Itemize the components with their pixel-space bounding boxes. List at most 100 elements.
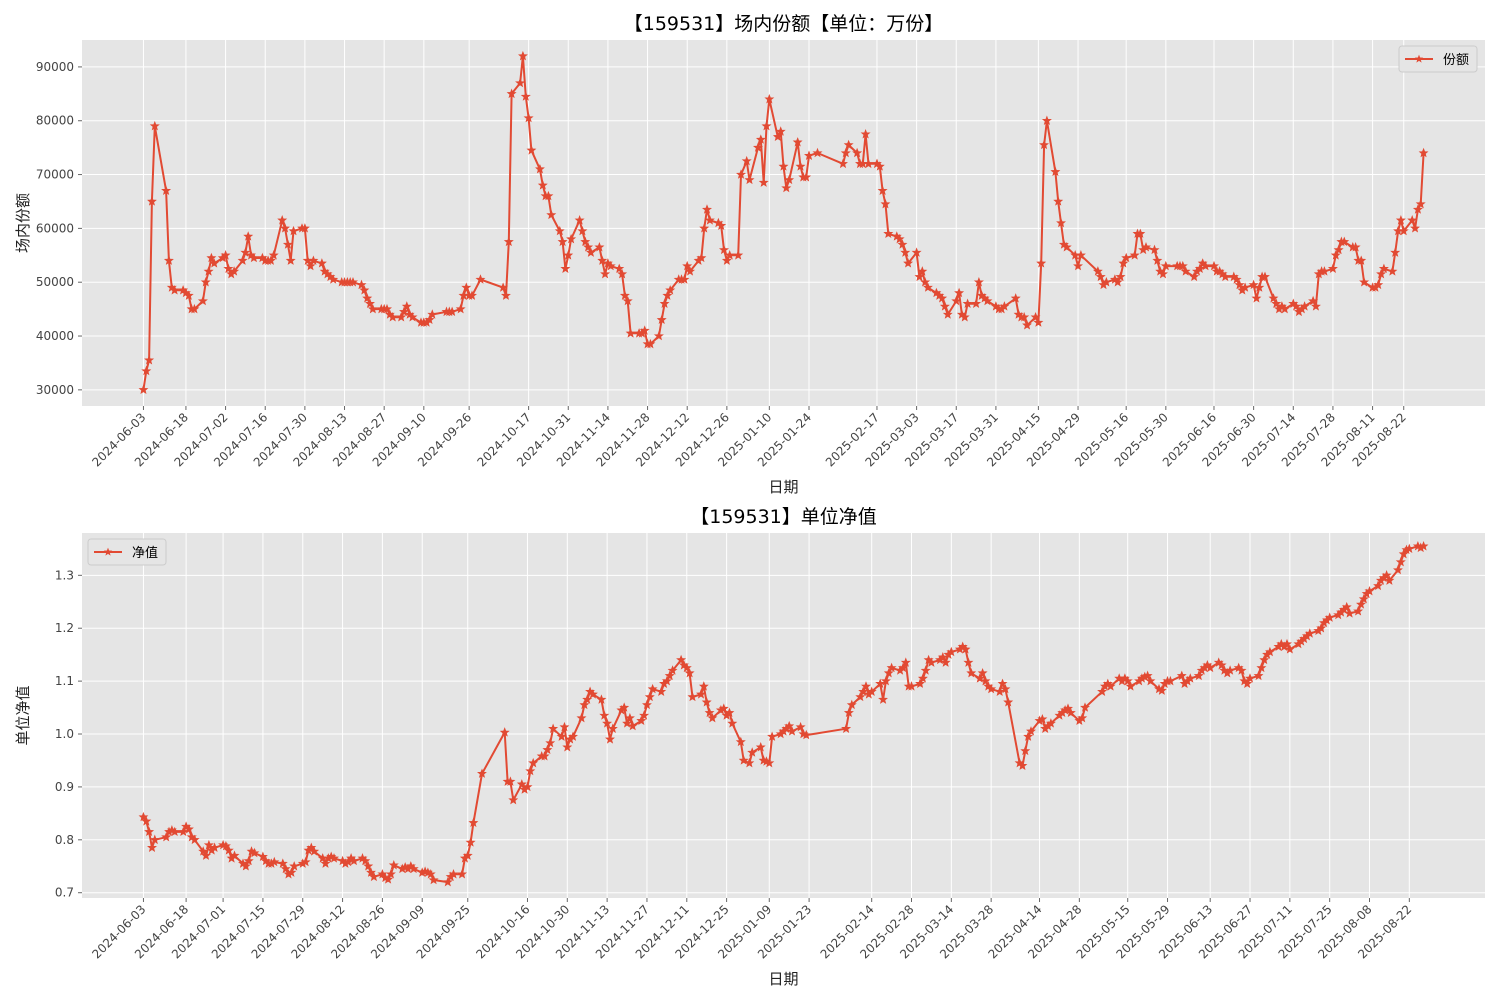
y-tick-label: 1.0: [55, 727, 74, 741]
data-point-marker: [1410, 223, 1420, 233]
data-point-marker: [1023, 731, 1034, 741]
data-point-marker: [203, 266, 214, 276]
data-point-marker: [554, 225, 565, 236]
data-point-marker: [559, 721, 570, 732]
data-point-marker: [724, 707, 735, 718]
data-point-marker: [1050, 166, 1061, 177]
data-point-marker: [1319, 266, 1330, 276]
y-tick-label: 50000: [36, 275, 74, 289]
data-point-marker: [1115, 271, 1126, 282]
data-point-marker: [1045, 718, 1056, 728]
data-point-marker: [962, 298, 973, 308]
data-point-marker: [1234, 279, 1245, 290]
data-point-marker: [653, 330, 664, 341]
data-point-marker: [583, 241, 594, 252]
data-point-marker: [667, 665, 678, 675]
data-point-marker: [764, 93, 775, 104]
data-point-marker: [229, 266, 240, 276]
data-point-marker: [189, 834, 200, 845]
data-point-marker: [305, 260, 316, 271]
data-point-marker: [206, 252, 217, 263]
data-point-marker: [1160, 260, 1171, 271]
legend-box: [1398, 45, 1478, 73]
data-point-marker: [1376, 268, 1387, 279]
data-point-marker: [248, 252, 259, 263]
y-axis-label: 场内份额: [14, 193, 32, 253]
data-point-marker: [755, 741, 766, 752]
data-point-marker: [1284, 644, 1295, 654]
data-point-marker: [886, 662, 897, 673]
data-point-marker: [442, 876, 453, 887]
y-tick-label: 1.3: [55, 568, 74, 582]
y-tick-label: 0.9: [55, 780, 74, 794]
data-point-marker: [1065, 707, 1076, 718]
series-layer: [138, 540, 1429, 887]
data-point-marker: [229, 850, 240, 860]
data-point-marker: [1142, 670, 1153, 681]
data-point-marker: [1393, 564, 1403, 575]
data-point-marker: [741, 155, 752, 166]
data-point-marker: [942, 309, 953, 319]
data-point-marker: [1073, 260, 1083, 271]
data-point-marker: [243, 231, 254, 241]
data-point-marker: [959, 311, 970, 322]
data-point-marker: [401, 301, 412, 311]
y-tick-label: 0.7: [55, 886, 74, 900]
data-point-marker: [520, 91, 531, 101]
data-point-marker: [1194, 263, 1205, 273]
data-point-marker: [363, 861, 374, 871]
data-point-marker: [1418, 147, 1429, 158]
data-point-marker: [645, 338, 656, 349]
data-point-marker: [727, 718, 738, 728]
data-point-marker: [1122, 675, 1133, 686]
data-point-marker: [1308, 295, 1319, 306]
data-point-marker: [1245, 673, 1255, 683]
data-point-marker: [647, 683, 658, 694]
data-point-marker: [937, 293, 948, 303]
data-point-marker: [537, 180, 548, 190]
data-point-marker: [1039, 139, 1049, 150]
data-point-marker: [1364, 585, 1375, 596]
data-point-marker: [699, 223, 710, 233]
data-point-marker: [1390, 247, 1401, 257]
data-point-marker: [664, 670, 675, 681]
data-point-marker: [960, 644, 971, 654]
data-point-marker: [639, 325, 650, 335]
data-point-marker: [877, 185, 888, 195]
data-point-marker: [320, 858, 331, 868]
data-point-marker: [356, 279, 367, 290]
data-point-marker: [792, 137, 803, 147]
data-point-marker: [1231, 274, 1242, 284]
data-point-marker: [875, 678, 886, 688]
data-point-marker: [1118, 258, 1129, 268]
data-point-marker: [144, 826, 155, 837]
data-point-marker: [465, 837, 476, 847]
data-point-marker: [528, 757, 539, 768]
data-point-marker: [163, 255, 174, 265]
data-point-marker: [1105, 681, 1116, 691]
data-point-marker: [784, 720, 795, 731]
data-point-marker: [368, 871, 379, 882]
data-point-marker: [348, 276, 358, 287]
data-point-marker: [1248, 279, 1259, 290]
data-point-marker: [147, 196, 157, 206]
data-point-marker: [687, 691, 698, 702]
data-point-marker: [596, 694, 607, 704]
data-point-marker: [997, 678, 1008, 688]
data-point-marker: [396, 311, 407, 322]
data-point-marker: [982, 295, 993, 306]
data-point-marker: [883, 668, 894, 678]
data-point-marker: [963, 657, 974, 667]
legend-label: 净值: [132, 545, 158, 561]
data-point-marker: [377, 868, 388, 879]
y-tick-label: 80000: [36, 114, 74, 128]
data-point-marker: [316, 258, 327, 268]
data-point-marker: [1356, 599, 1366, 609]
data-point-marker: [503, 236, 514, 247]
data-point-marker: [299, 223, 310, 233]
data-point-marker: [758, 177, 769, 187]
data-point-marker: [639, 710, 650, 720]
data-point-marker: [880, 675, 891, 686]
data-point-marker: [526, 145, 537, 155]
data-point-marker: [747, 747, 758, 757]
